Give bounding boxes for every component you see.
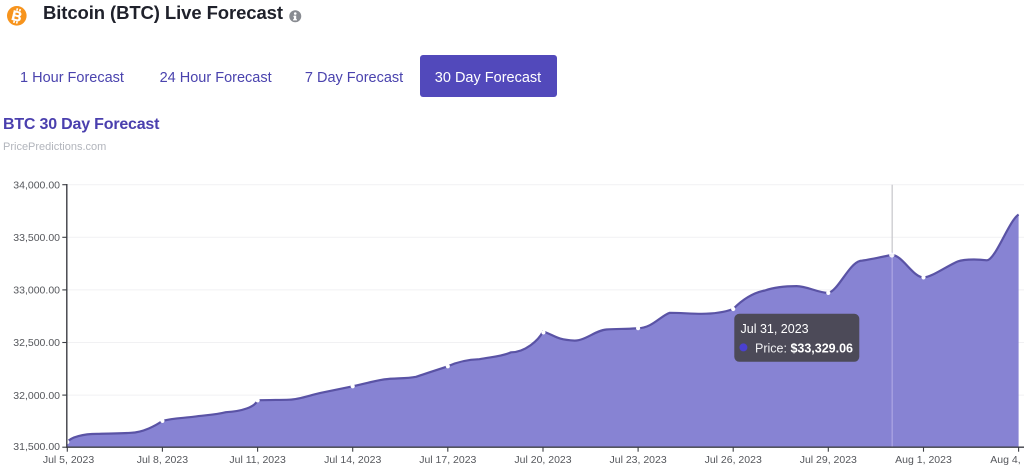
svg-text:Jul 26, 2023: Jul 26, 2023	[705, 454, 762, 466]
svg-text:Jul 8, 2023: Jul 8, 2023	[137, 454, 189, 466]
svg-text:Jul 20, 2023: Jul 20, 2023	[514, 454, 571, 466]
svg-text:Price: $33,329.06: Price: $33,329.06	[755, 341, 853, 355]
svg-text:33,500.00: 33,500.00	[13, 232, 60, 244]
svg-text:32,000.00: 32,000.00	[13, 390, 60, 402]
svg-text:32,500.00: 32,500.00	[13, 337, 60, 349]
svg-text:Jul 31, 2023: Jul 31, 2023	[741, 322, 809, 336]
svg-text:Jul 17, 2023: Jul 17, 2023	[419, 454, 476, 466]
svg-text:33,000.00: 33,000.00	[13, 285, 60, 297]
svg-text:Aug 1, 2023: Aug 1, 2023	[895, 454, 952, 466]
svg-text:Jul 23, 2023: Jul 23, 2023	[609, 454, 666, 466]
svg-text:Jul 5, 2023: Jul 5, 2023	[43, 454, 95, 466]
svg-text:Aug 4, 2023: Aug 4, 2023	[990, 454, 1024, 466]
svg-text:Jul 14, 2023: Jul 14, 2023	[324, 454, 381, 466]
svg-text:31,500.00: 31,500.00	[13, 441, 60, 453]
svg-text:34,000.00: 34,000.00	[13, 179, 60, 191]
svg-text:Jul 29, 2023: Jul 29, 2023	[800, 454, 857, 466]
svg-text:Jul 11, 2023: Jul 11, 2023	[229, 454, 286, 466]
